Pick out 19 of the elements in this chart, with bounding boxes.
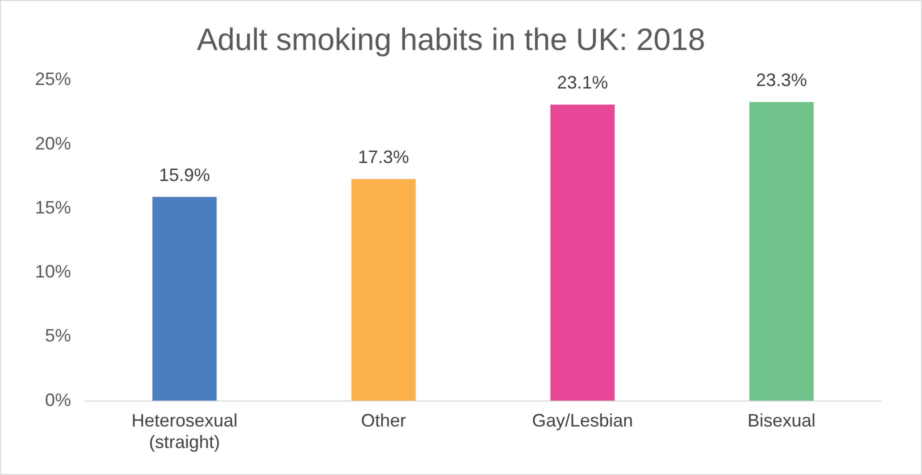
y-tick-label: 0%: [45, 390, 72, 410]
bar: [152, 196, 217, 401]
y-tick-label: 15%: [34, 197, 72, 218]
y-tick-label: 10%: [34, 262, 72, 282]
data-label: 23.3%: [756, 70, 808, 90]
bar: [749, 102, 814, 401]
x-tick-label: Bisexual: [747, 410, 816, 431]
x-tick-label: Heterosexual (straight): [131, 410, 238, 452]
y-tick-label: 5%: [45, 326, 72, 346]
x-tick-label: Gay/Lesbian: [532, 410, 634, 431]
data-label: 15.9%: [159, 164, 210, 185]
chart-title: Adult smoking habits in the UK: 2018: [196, 22, 706, 58]
bar: [351, 178, 416, 401]
y-tick-label: 25%: [34, 69, 72, 90]
data-label: 23.1%: [556, 72, 608, 93]
x-tick-label: Other: [361, 410, 406, 431]
y-tick-label: 20%: [34, 133, 72, 154]
data-label: 17.3%: [358, 146, 410, 167]
bar: [550, 104, 615, 401]
